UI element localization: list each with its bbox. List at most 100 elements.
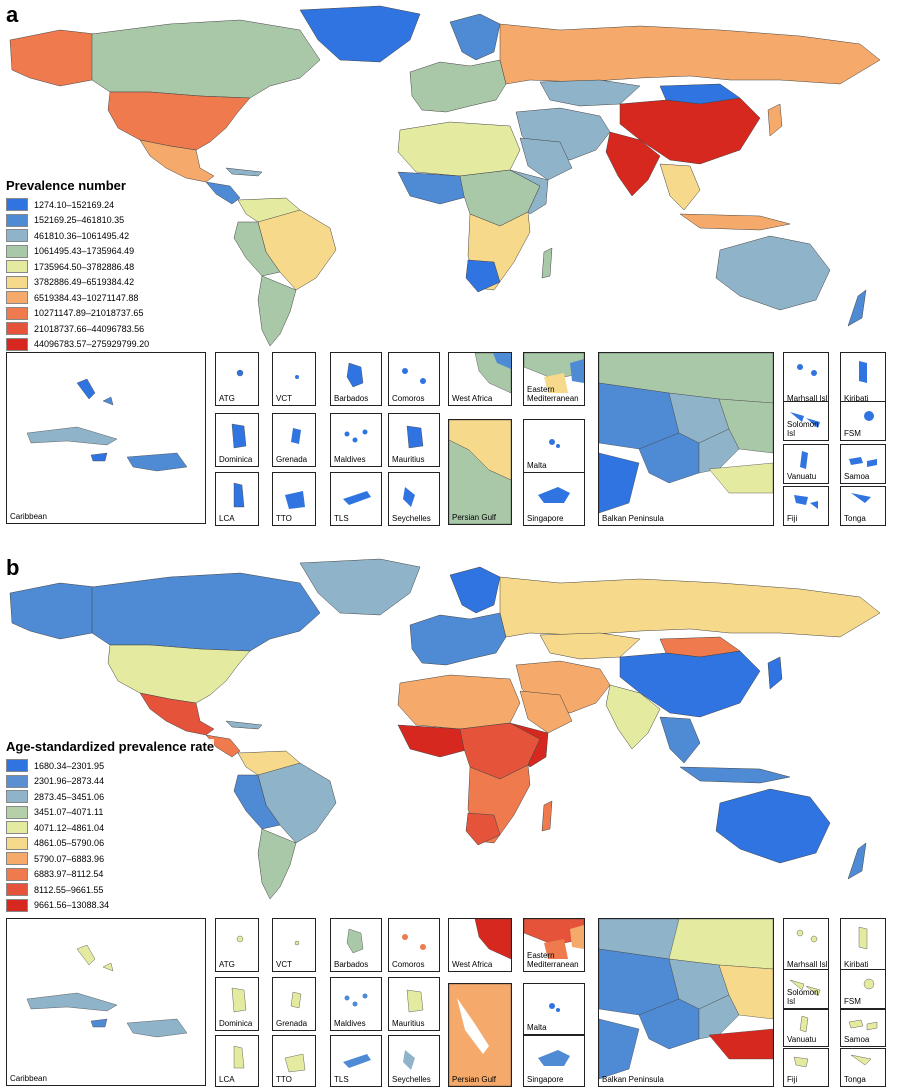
legend-item: 2873.45–3451.06	[6, 789, 214, 805]
legend-label: 1680.34–2301.95	[34, 760, 105, 771]
inset-west-africa: West Africa	[448, 352, 512, 406]
legend-label: 8112.55–9661.55	[34, 884, 104, 895]
inset-label-solomon: Solomon Isl	[787, 988, 819, 1006]
inset-marshall: Marhsall Isl	[783, 352, 829, 406]
region-east-africa	[509, 169, 549, 215]
inset-label-atg: ATG	[219, 960, 235, 969]
region-greenland	[299, 558, 421, 616]
world-map-b	[9, 558, 881, 900]
inset-label-dominica: Dominica	[219, 455, 253, 464]
legend-b: Age-standardized prevalence rate 1680.34…	[6, 739, 215, 913]
region-saudi	[519, 690, 573, 734]
inset-atg: ATG	[215, 352, 259, 406]
legend-swatch	[6, 883, 28, 897]
region-russia	[499, 23, 881, 85]
inset-label-west-africa: West Africa	[452, 960, 493, 969]
inset-label-fsm: FSM	[844, 997, 861, 1006]
inset-fiji: Fiji	[783, 1048, 829, 1087]
inset-dominica: Dominica	[215, 977, 259, 1031]
inset-label-lca: LCA	[219, 1075, 235, 1084]
legend-item: 21018737.66–44096783.56	[6, 321, 149, 337]
region-indonesia	[679, 213, 791, 231]
inset-label-maldives: Maldives	[334, 455, 366, 464]
inset-label-lca: LCA	[219, 514, 235, 523]
legend-label: 9661.56–13088.34	[34, 900, 110, 911]
region-east-africa	[509, 722, 549, 768]
inset-label-kiribati: Kiribati	[844, 960, 869, 969]
inset-label-marshall: Marhsall Isl	[787, 960, 828, 969]
region-scandinavia	[449, 566, 501, 614]
inset-vct: VCT	[272, 918, 316, 972]
region-brazil	[257, 762, 337, 844]
inset-label-tls: TLS	[334, 514, 349, 523]
inset-balkan-peninsula: Balkan Peninsula	[598, 918, 774, 1087]
region-china	[619, 97, 761, 165]
inset-solomon: Solomon Isl	[783, 401, 829, 441]
world-map-a	[9, 5, 881, 347]
inset-label-marshall: Marhsall Isl	[787, 394, 828, 403]
inset-grenada: Grenada	[272, 413, 316, 467]
region-cuba	[225, 167, 263, 177]
inset-persian-gulf: Persian Gulf	[448, 419, 512, 525]
panel-letter-b: b	[6, 555, 20, 580]
legend-label: 1274.10–152169.24	[34, 199, 115, 210]
legend-swatch	[6, 229, 28, 243]
inset-singapore: Singapore	[523, 1035, 585, 1087]
inset-west-africa: West Africa	[448, 918, 512, 972]
inset-malta: Malta	[523, 983, 585, 1035]
legend-swatch	[6, 244, 28, 258]
legend-item: 44096783.57–275929799.20	[6, 337, 149, 353]
region-brazil	[257, 209, 337, 291]
inset-malta: Malta	[523, 419, 585, 473]
region-india	[605, 131, 661, 197]
inset-label-comoros: Comoros	[392, 960, 425, 969]
inset-caribbean: Caribbean	[6, 352, 206, 524]
inset-barbados: Barbados	[330, 918, 382, 972]
region-japan	[767, 656, 783, 690]
inset-label-malta: Malta	[527, 1023, 547, 1032]
legend-item: 4071.12–4861.04	[6, 820, 214, 836]
legend-item: 3782886.49–6519384.42	[6, 275, 149, 291]
region-se-asia	[659, 716, 701, 764]
inset-singapore: Singapore	[523, 472, 585, 526]
legend-swatch	[6, 898, 28, 912]
inset-label-mauritius: Mauritius	[392, 455, 425, 464]
inset-fsm: FSM	[840, 969, 886, 1009]
inset-kiribati: Kiribati	[840, 352, 886, 406]
inset-tto: TTO	[272, 472, 316, 526]
region-cuba	[225, 720, 263, 730]
region-mexico	[139, 139, 215, 183]
legend-label: 461810.36–1061495.42	[34, 230, 130, 241]
legend-item: 5790.07–6883.96	[6, 851, 214, 867]
region-west-africa	[397, 724, 471, 758]
region-new-zealand	[847, 842, 867, 880]
legend-label: 152169.25–461810.35	[34, 215, 125, 226]
inset-samoa: Samoa	[840, 1009, 886, 1047]
inset-grenada: Grenada	[272, 977, 316, 1031]
inset-barbados: Barbados	[330, 352, 382, 406]
inset-tls: TLS	[330, 1035, 382, 1087]
legend-item: 1735964.50–3782886.48	[6, 259, 149, 275]
region-argentina	[257, 828, 297, 900]
legend-label: 1061495.43–1735964.49	[34, 246, 135, 257]
inset-label-vct: VCT	[276, 394, 292, 403]
inset-eastern-mediterranean: Eastern Mediterranean	[523, 352, 585, 406]
inset-label-balkan: Balkan Peninsula	[602, 514, 664, 523]
region-west-africa	[397, 171, 471, 205]
region-usa	[107, 644, 251, 704]
legend-swatch	[6, 337, 28, 351]
inset-label-vct: VCT	[276, 960, 292, 969]
legend-swatch	[6, 852, 28, 866]
inset-label-tto: TTO	[276, 514, 292, 523]
inset-comoros: Comoros	[388, 352, 440, 406]
region-europe	[409, 612, 507, 666]
region-indonesia	[679, 766, 791, 784]
inset-caribbean: Caribbean	[6, 918, 206, 1086]
inset-label-vanuatu: Vanuatu	[787, 472, 817, 481]
inset-marshall: Marhsall Isl	[783, 918, 829, 972]
region-central-america	[205, 181, 241, 205]
region-japan	[767, 103, 783, 137]
region-north-africa	[397, 674, 521, 730]
legend-swatch	[6, 759, 28, 773]
inset-dominica: Dominica	[215, 413, 259, 467]
